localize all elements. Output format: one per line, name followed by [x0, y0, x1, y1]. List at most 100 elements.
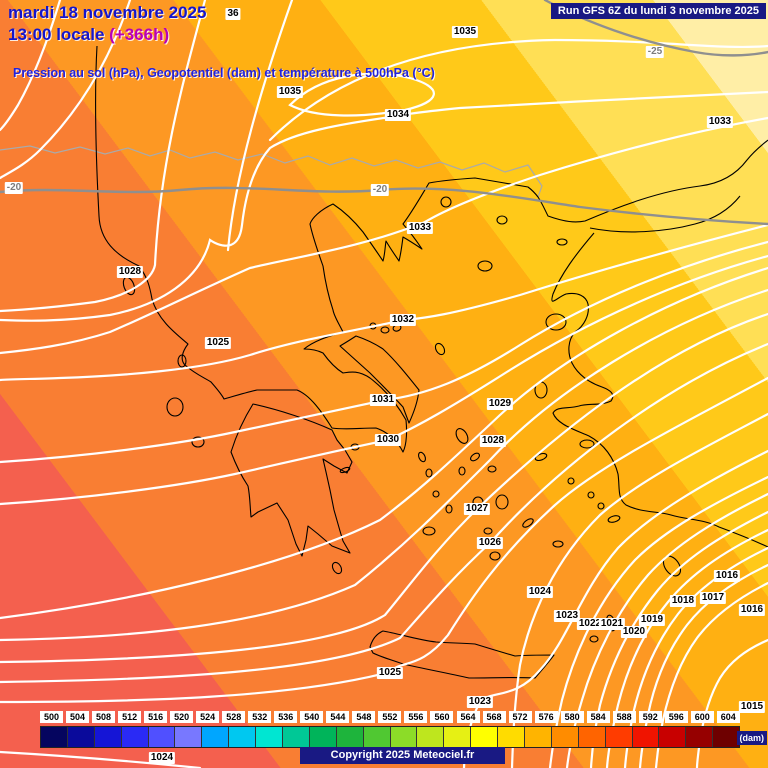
legend-swatch: [309, 727, 337, 747]
pressure-label: 1029: [486, 398, 514, 410]
legend-swatch: [148, 727, 176, 747]
temperature-label: -20: [370, 184, 390, 196]
island: [567, 477, 575, 485]
island: [422, 526, 436, 536]
island: [434, 342, 446, 356]
legend-swatch: [471, 727, 499, 747]
pressure-label: 1018: [669, 595, 697, 607]
pressure-label: 1028: [479, 435, 507, 447]
pressure-label: 1034: [384, 109, 412, 121]
island: [440, 196, 452, 208]
pressure-label: 1033: [406, 222, 434, 234]
date-text: mardi 18 novembre 2025: [8, 3, 207, 22]
island: [331, 561, 343, 575]
forecast-offset: (+366h): [109, 25, 170, 44]
legend-swatch: [41, 727, 68, 747]
island: [487, 465, 497, 473]
legend-swatch: [256, 727, 284, 747]
island: [545, 313, 567, 331]
island: [607, 515, 621, 523]
legend-value: 516: [144, 711, 168, 723]
legend-swatch: [283, 727, 310, 747]
legend-value: 504: [66, 711, 90, 723]
pressure-label: 1019: [638, 614, 666, 626]
pressure-label: 1025: [376, 667, 404, 679]
pressure-label: 36: [225, 8, 241, 20]
island: [495, 494, 509, 510]
legend-value: 540: [300, 711, 324, 723]
legend-swatch: [67, 727, 95, 747]
legend-value: 528: [222, 711, 246, 723]
legend-value: 604: [716, 711, 740, 723]
legend-value: 596: [664, 711, 688, 723]
pressure-label: 1027: [463, 503, 491, 515]
island: [177, 354, 187, 368]
legend-values-row: 500 504 508 512 516 520 524 528 532 536 540 544 548 5…: [40, 711, 740, 723]
legend-value: 560: [430, 711, 454, 723]
local-time: 13:00 locale: [8, 25, 105, 44]
legend-swatch: [336, 727, 364, 747]
island: [477, 260, 493, 272]
legend-value: 544: [326, 711, 350, 723]
pressure-label: 1028: [116, 266, 144, 278]
legend-value: 512: [118, 711, 142, 723]
coastline: [94, 45, 768, 679]
pressure-label: 1024: [526, 586, 554, 598]
legend-swatch: [121, 727, 149, 747]
island: [589, 635, 599, 643]
legend-swatch: [444, 727, 472, 747]
pressure-label: 1016: [713, 570, 741, 582]
legend-swatch: [713, 727, 740, 747]
temperature-label: -25: [645, 46, 665, 58]
island: [455, 428, 469, 444]
island: [579, 439, 595, 449]
legend-swatch: [94, 727, 122, 747]
island: [522, 518, 534, 528]
legend-swatch: [202, 727, 230, 747]
legend-value: 600: [690, 711, 714, 723]
legend-value: 592: [638, 711, 662, 723]
run-info-badge: Run GFS 6Z du lundi 3 novembre 2025: [550, 3, 766, 19]
pressure-label: 1026: [476, 537, 504, 549]
pressure-label: 1032: [389, 314, 417, 326]
legend-swatch: [417, 727, 445, 747]
legend-unit-label: (dam): [736, 731, 767, 745]
legend-swatch: [390, 727, 418, 747]
legend-value: 584: [586, 711, 610, 723]
island: [166, 397, 184, 417]
legend-value: 564: [456, 711, 480, 723]
legend-value: 548: [352, 711, 376, 723]
island: [470, 452, 480, 462]
legend-value: 556: [404, 711, 428, 723]
pressure-label: 1023: [553, 610, 581, 622]
legend-value: 552: [378, 711, 402, 723]
island: [425, 468, 433, 478]
island: [552, 540, 564, 548]
legend-value: 580: [560, 711, 584, 723]
legend-value: 536: [274, 711, 298, 723]
legend-swatch: [229, 727, 257, 747]
legend-swatch: [175, 727, 203, 747]
island: [191, 436, 205, 448]
legend-value: 532: [248, 711, 272, 723]
island: [587, 491, 595, 499]
island: [534, 452, 548, 462]
legend-swatch: [659, 727, 687, 747]
legend-swatch: [363, 727, 391, 747]
temperature-label: -20: [4, 182, 24, 194]
island: [339, 466, 351, 474]
pressure-label: 1020: [620, 626, 648, 638]
legend-value: 524: [196, 711, 220, 723]
pressure-label: 1022: [576, 618, 604, 630]
pressure-label: 1031: [369, 394, 397, 406]
pressure-label: 1017: [699, 592, 727, 604]
pressure-label: 1023: [466, 696, 494, 708]
legend-swatch: [605, 727, 633, 747]
island: [556, 238, 568, 246]
pressure-label: 1016: [738, 604, 766, 616]
pressure-label: 1035: [451, 26, 479, 38]
pressure-label: 1024: [148, 752, 176, 764]
island: [418, 451, 426, 463]
